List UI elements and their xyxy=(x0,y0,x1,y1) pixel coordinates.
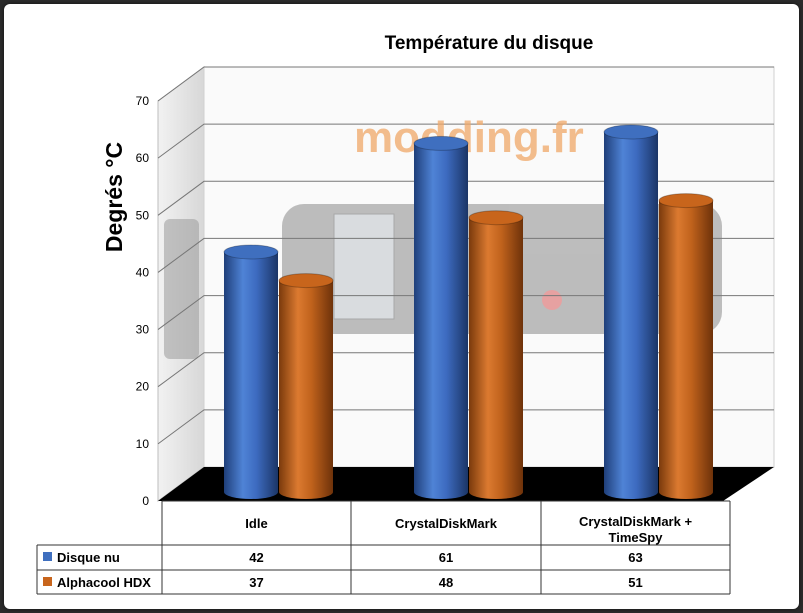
bar-alphacool-hdx-0 xyxy=(278,273,334,499)
gridline xyxy=(157,66,774,102)
bar-alphacool-hdx-2 xyxy=(658,193,714,500)
category-label: CrystalDiskMark xyxy=(395,516,498,531)
watermark: modding.fr xyxy=(354,113,584,162)
legend-swatch xyxy=(43,552,52,561)
data-table: Idle CrystalDiskMark CrystalDiskMark + Time… xyxy=(36,500,731,595)
data-value: 51 xyxy=(628,575,642,590)
y-tick-label: 70 xyxy=(136,94,150,108)
gridline xyxy=(157,352,774,388)
y-tick-label: 50 xyxy=(136,208,150,222)
chart-title: Température du disque xyxy=(385,33,594,54)
y-tick-label: 40 xyxy=(136,265,150,279)
bar-alphacool-hdx-1 xyxy=(468,210,524,499)
gridline xyxy=(157,180,774,216)
chart-frame: modding.fr 0 10 20 30 40 50 60 70 Température d… xyxy=(4,4,799,609)
data-value: 37 xyxy=(249,575,263,590)
y-tick-label: 10 xyxy=(136,437,150,451)
y-tick-label: 0 xyxy=(142,494,149,508)
gridlines xyxy=(157,66,774,445)
data-value: 61 xyxy=(439,550,453,565)
category-label: CrystalDiskMark + TimeSpy xyxy=(579,514,692,545)
bars xyxy=(223,124,714,500)
data-value: 42 xyxy=(249,550,263,565)
y-axis-ticks: 0 10 20 30 40 50 60 70 xyxy=(136,94,150,508)
y-tick-label: 20 xyxy=(136,380,150,394)
series-name: Alphacool HDX xyxy=(57,575,151,590)
data-value: 63 xyxy=(628,550,642,565)
bar-disque-nu-2 xyxy=(603,124,659,499)
data-value: 48 xyxy=(439,575,453,590)
gridline xyxy=(157,237,774,273)
bar-disque-nu-1 xyxy=(413,135,469,499)
series-name: Disque nu xyxy=(57,550,120,565)
bar-disque-nu-0 xyxy=(223,244,279,499)
category-label: Idle xyxy=(245,516,267,531)
gridline xyxy=(157,409,774,445)
chart: modding.fr 0 10 20 30 40 50 60 70 Température d… xyxy=(36,33,775,595)
legend-swatch xyxy=(43,577,52,586)
y-tick-label: 30 xyxy=(136,323,150,337)
gridline xyxy=(157,123,774,159)
y-tick-label: 60 xyxy=(136,151,150,165)
gridline xyxy=(157,295,774,330)
y-axis-label: Degrés °C xyxy=(101,142,127,252)
